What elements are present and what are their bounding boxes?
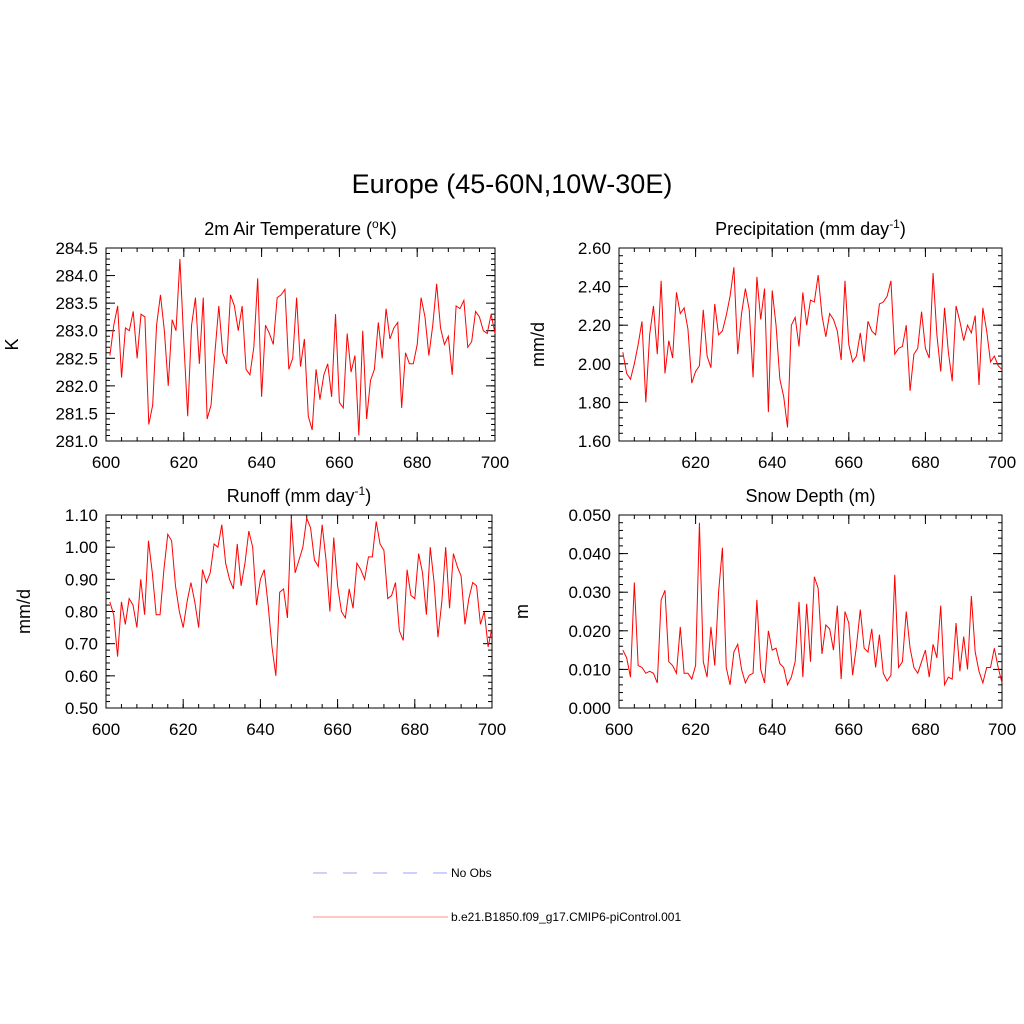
panel-title: Precipitation (mm day-1): [715, 217, 906, 239]
x-tick-label: 620: [681, 453, 709, 472]
y-tick-label: 281.5: [55, 404, 98, 423]
y-tick-label: 1.80: [578, 393, 611, 412]
y-tick-label: 0.050: [568, 506, 611, 525]
x-tick-label: 700: [988, 720, 1016, 739]
x-tick-label: 700: [988, 453, 1016, 472]
legend-label-no-obs: No Obs: [451, 866, 492, 880]
x-tick-label: 660: [323, 720, 351, 739]
y-axis-label: K: [2, 338, 22, 350]
x-tick-label: 620: [170, 453, 198, 472]
y-tick-label: 2.60: [578, 239, 611, 258]
legend: No Obs b.e21.B1850.f09_g17.CMIP6-piContr…: [313, 866, 681, 924]
panel-runoff: 0.50 0.60 0.70 0.80 0.90 1.00 1.10 600 620 640 660…: [14, 484, 506, 739]
x-tick-label: 700: [478, 720, 506, 739]
y-tick-label: 0.60: [65, 667, 98, 686]
y-axis-label: mm/d: [14, 589, 34, 634]
y-tick-label: 1.00: [65, 538, 98, 557]
x-tick-label: 660: [325, 453, 353, 472]
y-tick-label: 0.000: [568, 699, 611, 718]
y-tick-label: 282.0: [55, 377, 98, 396]
x-tick-label: 640: [758, 720, 786, 739]
y-tick-label: 284.5: [55, 239, 98, 258]
series-line: [622, 267, 1003, 428]
series-line: [109, 516, 493, 676]
plot-frame: [618, 247, 1003, 442]
y-tick-label: 0.70: [65, 635, 98, 654]
y-tick-label: 0.040: [568, 545, 611, 564]
x-tick-label: 620: [681, 720, 709, 739]
x-tick-label: 620: [169, 720, 197, 739]
x-tick-label: 640: [758, 453, 786, 472]
y-tick-label: 2.20: [578, 316, 611, 335]
x-tick-label: 680: [911, 453, 939, 472]
y-tick-label: 283.0: [55, 322, 98, 341]
y-tick-label: 282.5: [55, 349, 98, 368]
y-tick-label: 0.030: [568, 583, 611, 602]
plot-frame: [618, 514, 1003, 709]
y-tick-label: 0.80: [65, 603, 98, 622]
series-line: [622, 522, 1003, 687]
x-tick-label: 600: [92, 720, 120, 739]
y-tick-label: 2.00: [578, 355, 611, 374]
y-tick-label: 281.0: [55, 432, 98, 451]
y-tick-label: 0.90: [65, 570, 98, 589]
panel-temperature: 281.0 281.5 282.0 282.5 283.0 283.5 284.0 284.5…: [2, 217, 509, 472]
y-tick-label: 0.010: [568, 660, 611, 679]
x-tick-label: 660: [835, 453, 863, 472]
panels: 281.0 281.5 282.0 282.5 283.0 283.5 284.0 284.5…: [2, 217, 1016, 739]
panel-title: Snow Depth (m): [745, 486, 875, 506]
x-tick-label: 680: [403, 453, 431, 472]
plot-frame: [105, 247, 496, 442]
y-tick-label: 283.5: [55, 294, 98, 313]
x-tick-label: 680: [911, 720, 939, 739]
figure-title: Europe (45-60N,10W-30E): [352, 169, 673, 199]
y-axis-label: m: [512, 604, 532, 619]
x-tick-label: 600: [605, 720, 633, 739]
panel-title: 2m Air Temperature (oK): [204, 217, 396, 239]
series-line: [109, 259, 496, 436]
x-tick-label: 640: [246, 720, 274, 739]
panel-precipitation: 1.60 1.80 2.00 2.20 2.40 2.60 620 640 660 680 700 P…: [528, 217, 1016, 472]
x-tick-label: 700: [481, 453, 509, 472]
panel-title: Runoff (mm day-1): [227, 484, 371, 506]
x-tick-label: 660: [835, 720, 863, 739]
y-tick-label: 0.020: [568, 622, 611, 641]
panel-snow-depth: 0.000 0.010 0.020 0.030 0.040 0.050 600 620 640 6…: [512, 486, 1016, 739]
x-tick-label: 640: [247, 453, 275, 472]
y-axis-label: mm/d: [528, 322, 548, 367]
y-tick-label: 0.50: [65, 699, 98, 718]
y-tick-label: 1.60: [578, 432, 611, 451]
legend-label-model-run: b.e21.B1850.f09_g17.CMIP6-piControl.001: [451, 910, 681, 924]
y-tick-label: 1.10: [65, 506, 98, 525]
x-tick-label: 680: [401, 720, 429, 739]
y-tick-label: 2.40: [578, 278, 611, 297]
y-tick-label: 284.0: [55, 267, 98, 286]
x-tick-label: 600: [92, 453, 120, 472]
